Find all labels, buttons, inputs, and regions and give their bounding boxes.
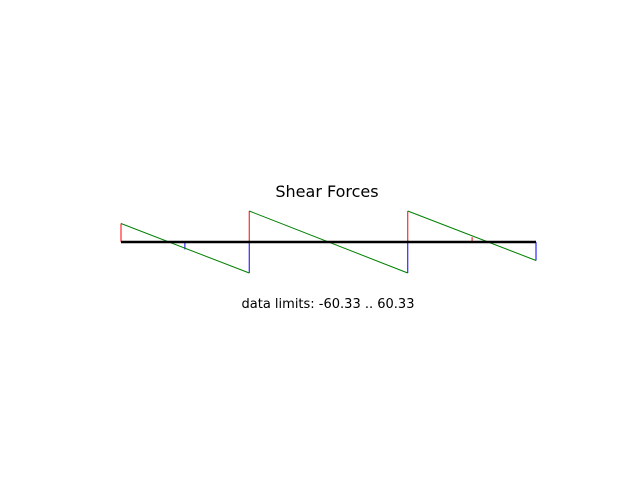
chart-title: Shear Forces	[275, 182, 378, 201]
shear-line-2	[407, 210, 537, 261]
data-limits-label: data limits: -60.33 .. 60.33	[242, 297, 415, 312]
chart-marks	[120, 210, 537, 274]
shear-line-0	[120, 223, 250, 274]
